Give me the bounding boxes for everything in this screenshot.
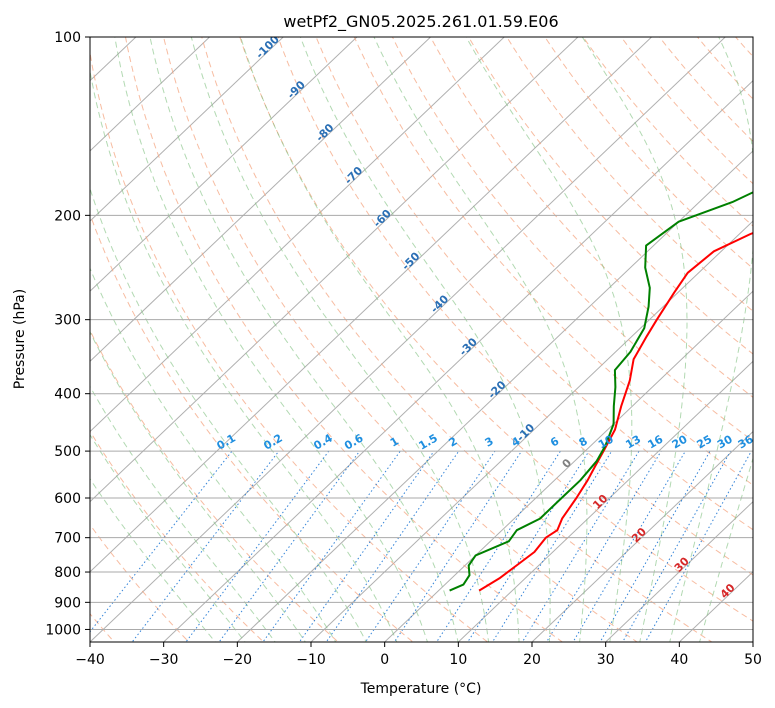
isotherm-line [90,37,211,152]
moist-adiabat-line [114,37,428,642]
isotherm-line [90,37,284,222]
moist-adiabat-line [581,37,688,642]
x-tick-label: 10 [449,652,467,668]
moist-adiabat-line [299,37,551,642]
dewpoint-profile-line [449,191,753,592]
mixing-ratio-line [325,450,460,642]
mixing-ratio-line [622,450,732,642]
x-tick-label: −30 [149,652,179,668]
x-tick-label: −40 [75,652,105,668]
moist-adiabat-line [90,267,337,642]
dry-adiabat-line [90,50,489,642]
mixing-ratio-line [364,450,496,642]
isotherm-line [90,37,579,503]
mixing-ratio-line [572,450,686,642]
series-layer [449,191,753,592]
dry-adiabat-line [468,37,753,355]
y-tick-label: 500 [54,444,81,460]
dry-adiabat-line [90,329,339,642]
moist-adiabat-line [465,37,633,642]
moist-adiabat-line [90,68,398,642]
y-tick-label: 200 [54,208,81,224]
plot-frame [89,36,754,643]
y-tick-label: 100 [54,30,81,46]
dry-adiabat-line [506,37,753,312]
mixing-ratio-line [131,450,280,642]
y-tick-label: 1000 [45,622,81,638]
isotherm-line [604,500,753,642]
dry-adiabat-line [90,523,190,642]
isotherm-line [310,220,753,642]
moist-adiabat-line [90,385,276,642]
mixing-ratio-line [90,450,233,633]
y-tick-label: 600 [54,491,81,507]
dry-adiabat-line [658,37,753,143]
isotherm-line [90,37,358,292]
isotherm-line [90,37,726,642]
dry-adiabat-line [277,37,753,576]
isotherm-line [383,290,753,642]
y-tick-label: 800 [54,565,81,581]
dry-adiabat-line [124,37,564,642]
dry-adiabat-line [163,37,638,642]
isotherm-line [90,37,432,363]
x-tick-label: 20 [523,652,541,668]
moist-adiabat-line [699,456,753,642]
dry-adiabat-line [353,37,753,486]
x-tick-label: −20 [223,652,253,668]
x-axis-label: Temperature (°C) [360,681,482,697]
moist-adiabat-line [190,37,490,642]
moist-adiabat-line [149,37,459,642]
x-tick-label: 30 [597,652,615,668]
mixing-ratio-line [599,450,711,642]
dry-adiabat-line [620,37,753,185]
isotherm-line [162,80,753,642]
moist-adiabat-line [90,477,216,642]
isobar-gridlines [90,37,753,630]
y-axis: 100 200 300 400 500 600 700 800 900 1000 [45,30,90,638]
x-axis: −40 −30 −20 −10 0 10 20 30 40 50 [75,642,762,668]
mixing-ratio-line [436,450,561,642]
x-tick-label: 40 [670,652,688,668]
x-tick-label: 50 [744,652,762,668]
y-tick-label: 400 [54,387,81,403]
isotherm-line [457,360,753,642]
y-tick-label: 300 [54,313,81,329]
isotherm-line [236,150,753,642]
x-tick-label: 0 [380,652,389,668]
dry-adiabat-line [90,212,414,642]
mixing-ratio-label: 36 [736,432,756,451]
y-tick-label: 900 [54,595,81,611]
mixing-ratio-line [644,450,752,642]
temperature-profile-line [478,231,753,592]
x-tick-label: −10 [296,652,326,668]
background-lines [90,37,753,642]
moist-adiabat-line [373,37,588,642]
mixing-ratio-line [545,450,662,642]
moist-adiabat-line [90,433,246,642]
mixing-ratio-line [393,450,523,642]
y-axis-label: Pressure (hPa) [12,289,28,389]
moist-adiabat-line [669,37,753,642]
mixing-ratio-line [262,450,401,642]
moist-adiabat-line [90,330,306,642]
isotherm-line [531,430,753,642]
moist-adiabat-line [240,37,520,642]
mixing-ratio-line [467,450,590,642]
dry-adiabat-line [429,37,753,398]
mixing-ratio-line [298,450,435,642]
y-tick-label: 700 [54,531,81,547]
moist-adiabat-line [90,186,367,642]
isotherm-line [90,37,505,433]
chart-title: wetPf2_GN05.2025.261.01.59.E06 [283,12,558,32]
isotherm-line [90,37,653,573]
dry-adiabat-line [239,37,753,622]
